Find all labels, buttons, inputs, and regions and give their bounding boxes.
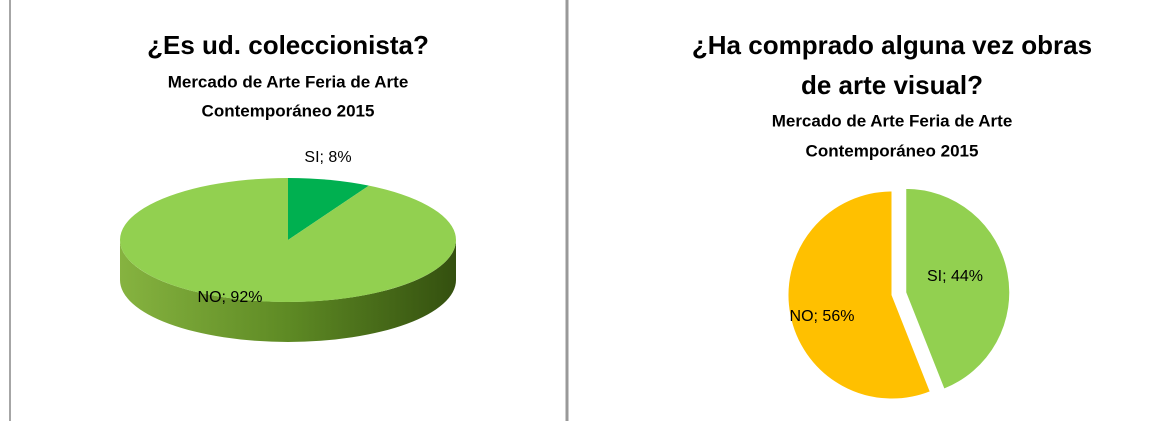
chart-title: de arte visual? — [801, 70, 983, 100]
chart-subtitle: Mercado de Arte Feria de Arte — [168, 72, 409, 91]
data-label: NO; 92% — [198, 289, 263, 306]
pie-side — [120, 240, 456, 342]
data-label: SI; 8% — [304, 149, 351, 166]
pie-slice: SI — [905, 187, 1011, 390]
chart-subtitle: Contemporáneo 2015 — [202, 101, 375, 120]
chart-subtitle: Mercado de Arte Feria de Arte — [772, 111, 1013, 130]
data-label: SI; 44% — [927, 268, 983, 285]
chart-subtitle: Contemporáneo 2015 — [806, 141, 979, 160]
chart-title: ¿Ha comprado alguna vez obras — [692, 30, 1092, 60]
pie-slice: NO — [119, 178, 456, 302]
pie-slice: SI — [288, 178, 369, 240]
chart-title: ¿Es ud. coleccionista? — [147, 30, 429, 60]
pie-slice: NO — [787, 190, 931, 400]
data-label: NO; 56% — [790, 308, 855, 325]
